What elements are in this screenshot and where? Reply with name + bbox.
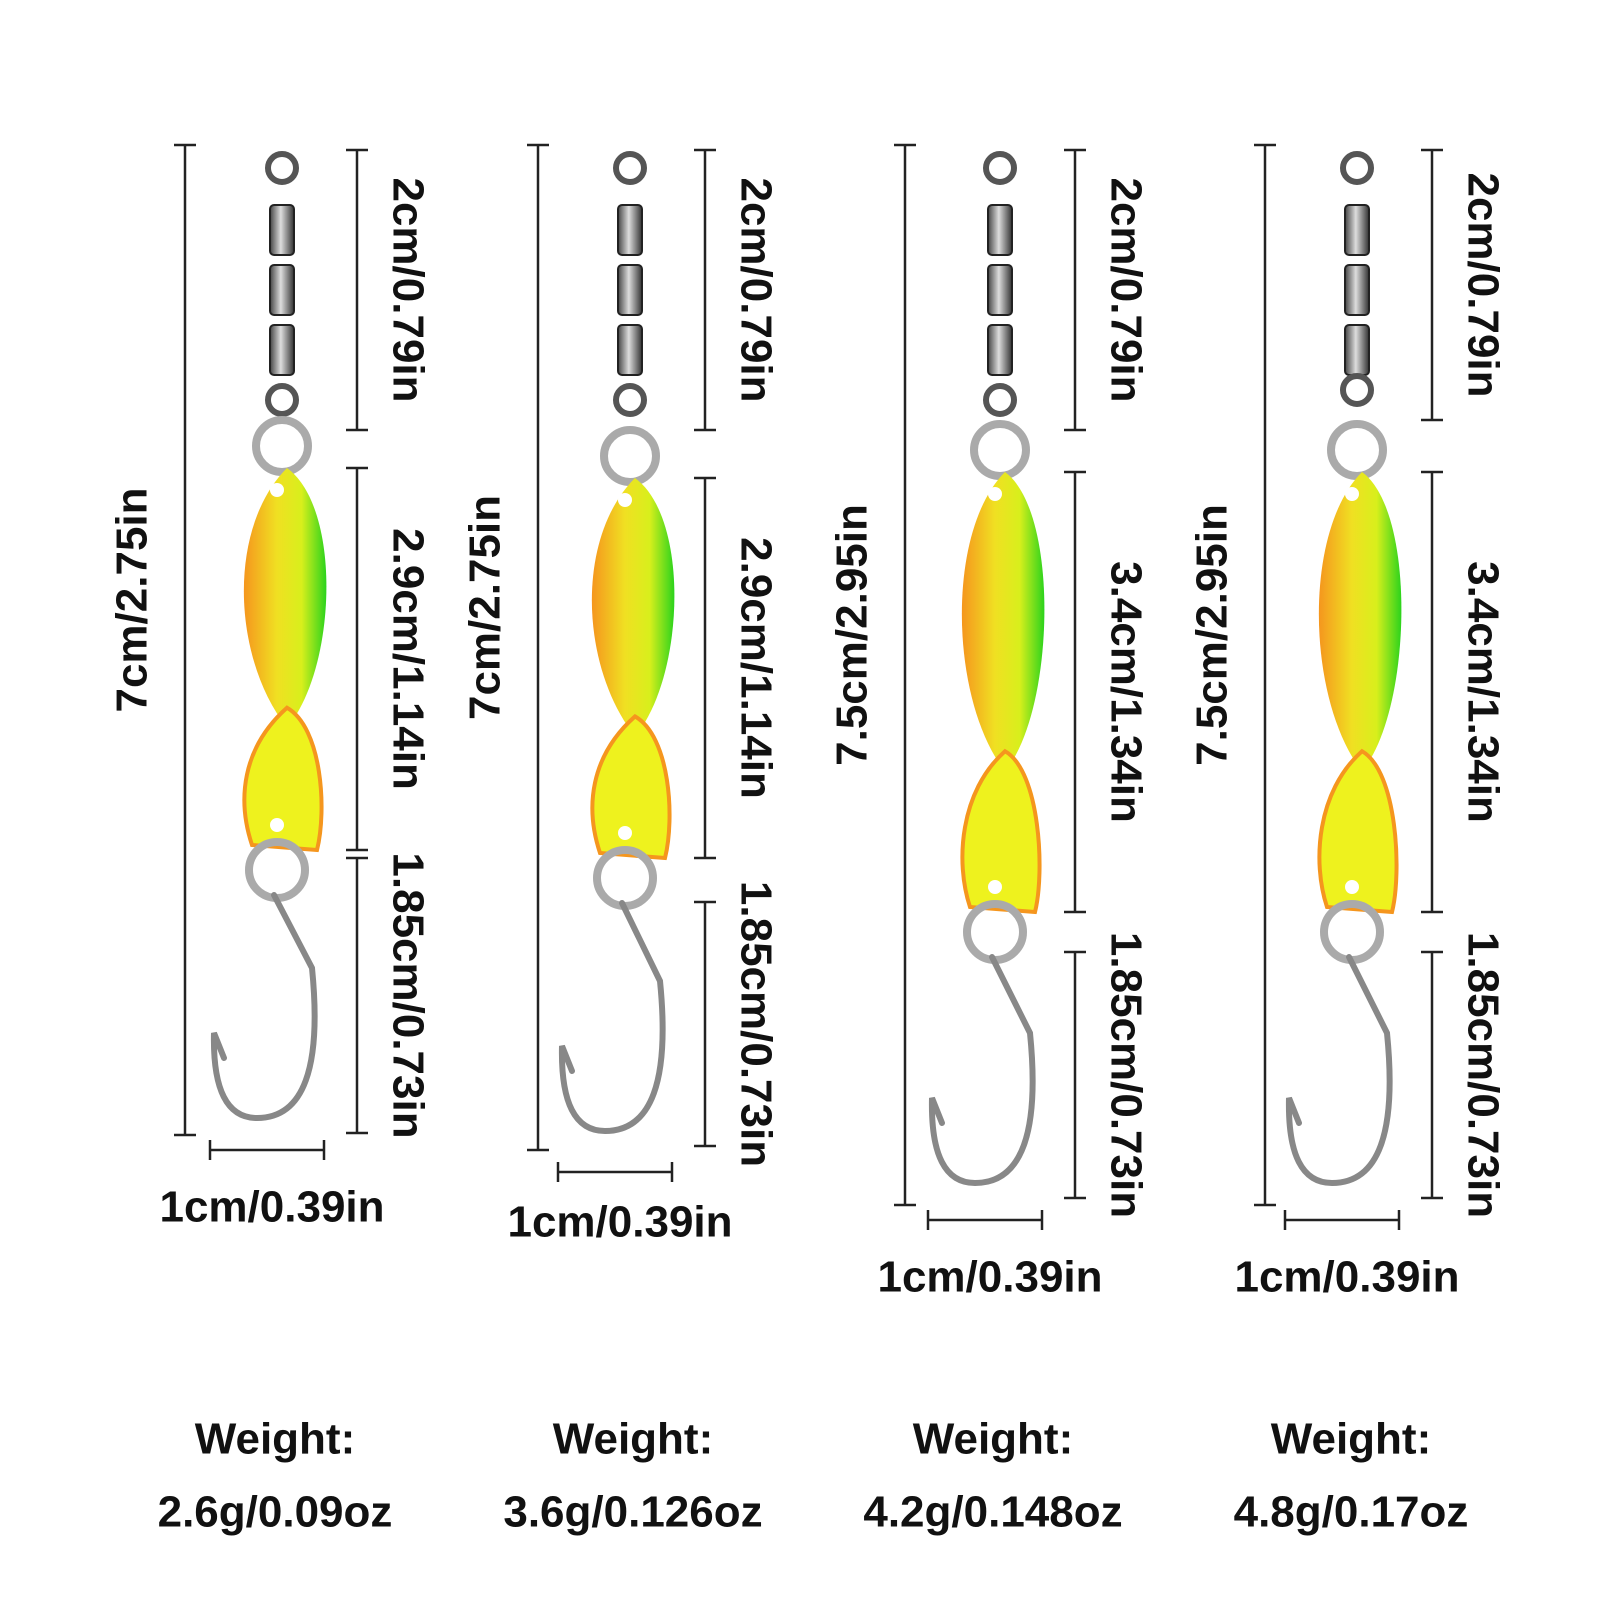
weight-value: 4.2g/0.148oz: [863, 1488, 1122, 1537]
hook-width: 1cm/0.39in: [159, 1183, 384, 1232]
swivel-barrel: [987, 324, 1013, 376]
blade-lower: [242, 705, 324, 853]
swivel-eye: [265, 383, 299, 417]
hook-width: 1cm/0.39in: [877, 1253, 1102, 1302]
swivel-barrel: [617, 204, 643, 256]
swivel-barrel: [269, 204, 295, 256]
blade-hole: [618, 826, 632, 840]
blade-hole: [1345, 487, 1359, 501]
split-ring: [1320, 900, 1384, 964]
split-ring: [970, 420, 1030, 480]
weight-value: 4.8g/0.17oz: [1234, 1488, 1469, 1537]
swivel-barrel: [1344, 204, 1370, 256]
split-ring: [600, 426, 660, 486]
split-ring: [963, 900, 1027, 964]
total-length: 7.5cm/2.95in: [828, 504, 877, 766]
swivel-barrel: [617, 324, 643, 376]
blade-upper: [961, 472, 1045, 772]
blade-upper: [243, 468, 327, 728]
lure: [558, 151, 675, 1135]
weight-label: Weight:: [553, 1415, 714, 1464]
hook-length: 1.85cm/0.73in: [383, 852, 432, 1138]
blade-lower: [960, 748, 1042, 915]
swivel-eye: [983, 383, 1017, 417]
lure: [928, 151, 1045, 1187]
swivel-eye: [1340, 151, 1374, 185]
blade-hole: [618, 493, 632, 507]
blade-hole: [1345, 880, 1359, 894]
blade-hole: [270, 818, 284, 832]
hook: [558, 900, 666, 1135]
swivel-eye: [613, 383, 647, 417]
lure: [210, 151, 327, 1122]
total-length: 7cm/2.75in: [108, 487, 157, 712]
swivel-eye: [1340, 373, 1374, 407]
body-length: 2.9cm/1.14in: [731, 537, 780, 799]
blade-hole: [270, 483, 284, 497]
body-length: 3.4cm/1.34in: [1101, 561, 1150, 823]
swivel-length: 2cm/0.79in: [731, 177, 780, 402]
split-ring: [245, 838, 309, 902]
body-length: 2.9cm/1.14in: [383, 528, 432, 790]
blade-lower: [1317, 748, 1399, 915]
swivel-eye: [265, 151, 299, 185]
split-ring: [593, 846, 657, 910]
blade-hole: [988, 880, 1002, 894]
blade-upper: [591, 478, 675, 737]
blade-upper: [1318, 472, 1402, 772]
hook-width: 1cm/0.39in: [507, 1198, 732, 1247]
hook-length: 1.85cm/0.73in: [1101, 932, 1150, 1218]
swivel-length: 2cm/0.79in: [383, 177, 432, 402]
hook-length: 1.85cm/0.73in: [1458, 932, 1507, 1218]
swivel-barrel: [269, 324, 295, 376]
swivel-barrel: [269, 264, 295, 316]
swivel-barrel: [617, 264, 643, 316]
swivel-barrel: [987, 204, 1013, 256]
swivel-eye: [983, 151, 1017, 185]
hook: [1285, 954, 1393, 1187]
weight-value: 2.6g/0.09oz: [158, 1488, 393, 1537]
blade-lower: [590, 713, 672, 861]
weight-label: Weight:: [913, 1415, 1074, 1464]
total-length: 7.5cm/2.95in: [1188, 504, 1237, 766]
swivel-barrel: [1344, 264, 1370, 316]
body-length: 3.4cm/1.34in: [1458, 561, 1507, 823]
swivel-eye: [613, 151, 647, 185]
blade-hole: [988, 487, 1002, 501]
total-length: 7cm/2.75in: [461, 495, 510, 720]
hook: [928, 954, 1036, 1187]
swivel-length: 2cm/0.79in: [1101, 177, 1150, 402]
split-ring: [252, 416, 312, 476]
swivel-barrel: [987, 264, 1013, 316]
split-ring: [1327, 420, 1387, 480]
swivel-length: 2cm/0.79in: [1458, 172, 1507, 397]
hook-width: 1cm/0.39in: [1234, 1253, 1459, 1302]
weight-label: Weight:: [195, 1415, 356, 1464]
lure: [1285, 151, 1402, 1187]
weight-label: Weight:: [1271, 1415, 1432, 1464]
hook: [210, 892, 318, 1122]
weight-value: 3.6g/0.126oz: [503, 1488, 762, 1537]
swivel-barrel: [1344, 324, 1370, 376]
hook-length: 1.85cm/0.73in: [731, 881, 780, 1167]
